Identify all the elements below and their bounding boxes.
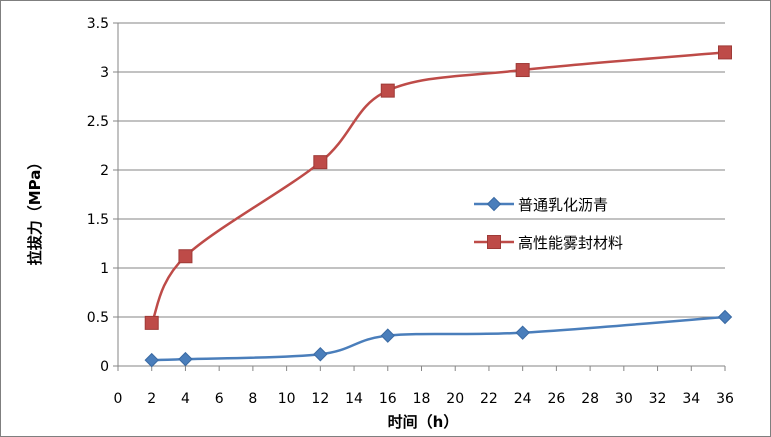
x-tick-label: 12 — [311, 391, 329, 407]
diamond-marker — [313, 347, 328, 362]
x-tick-label: 18 — [413, 391, 431, 407]
x-tick-label: 0 — [114, 391, 123, 407]
diamond-marker — [178, 351, 193, 367]
x-tick-label: 6 — [215, 391, 224, 407]
x-tick-label: 20 — [446, 391, 464, 407]
y-tick-label: 3.5 — [87, 16, 109, 32]
legend-label-1: 普通乳化沥青 — [518, 196, 608, 214]
x-tick-label: 2 — [147, 391, 156, 407]
x-tick-label: 34 — [682, 391, 700, 407]
legend-marker-2 — [487, 235, 501, 249]
x-tick-label: 32 — [649, 391, 667, 407]
x-tick-label: 30 — [615, 391, 633, 407]
x-tick-label: 26 — [547, 391, 565, 407]
legend-label-2: 高性能雾封材料 — [518, 234, 623, 252]
series-markers — [144, 45, 733, 368]
diamond-marker — [717, 309, 733, 325]
square-marker — [380, 83, 395, 98]
x-tick-label: 24 — [514, 391, 532, 407]
diamond-marker — [515, 325, 530, 340]
y-axis-title: 拉拔力（MPa） — [26, 155, 44, 266]
legend-marker-1 — [486, 196, 502, 212]
axes: 00.511.522.533.50 2 4 6 8 10 12 14 16 18 20 22 24 26 2… — [87, 16, 734, 407]
x-tick-label: 8 — [248, 391, 257, 407]
x-tick-label: 16 — [379, 391, 397, 407]
y-tick-label: 2 — [100, 163, 109, 179]
x-tick-label: 10 — [278, 391, 296, 407]
y-tick-label: 2.5 — [87, 114, 109, 130]
y-tick-label: 1 — [100, 261, 109, 277]
x-tick-label: 14 — [345, 391, 363, 407]
square-marker — [718, 45, 732, 60]
x-axis-title: 时间（h） — [388, 413, 459, 431]
square-marker — [313, 155, 328, 170]
y-tick-label: 3 — [100, 65, 109, 81]
x-tick-label: 4 — [181, 391, 190, 407]
square-marker — [515, 63, 530, 78]
square-marker — [178, 249, 193, 264]
y-tick-label: 0.5 — [87, 310, 109, 326]
y-tick-label: 0 — [100, 359, 109, 375]
x-tick-label: 28 — [581, 391, 599, 407]
diamond-marker — [144, 352, 159, 368]
square-marker — [144, 315, 159, 330]
x-tick-label: 22 — [480, 391, 498, 407]
diamond-marker — [380, 328, 395, 343]
grid-lines — [118, 22, 725, 318]
x-tick-label: 36 — [716, 391, 734, 407]
y-tick-label: 1.5 — [87, 212, 109, 228]
